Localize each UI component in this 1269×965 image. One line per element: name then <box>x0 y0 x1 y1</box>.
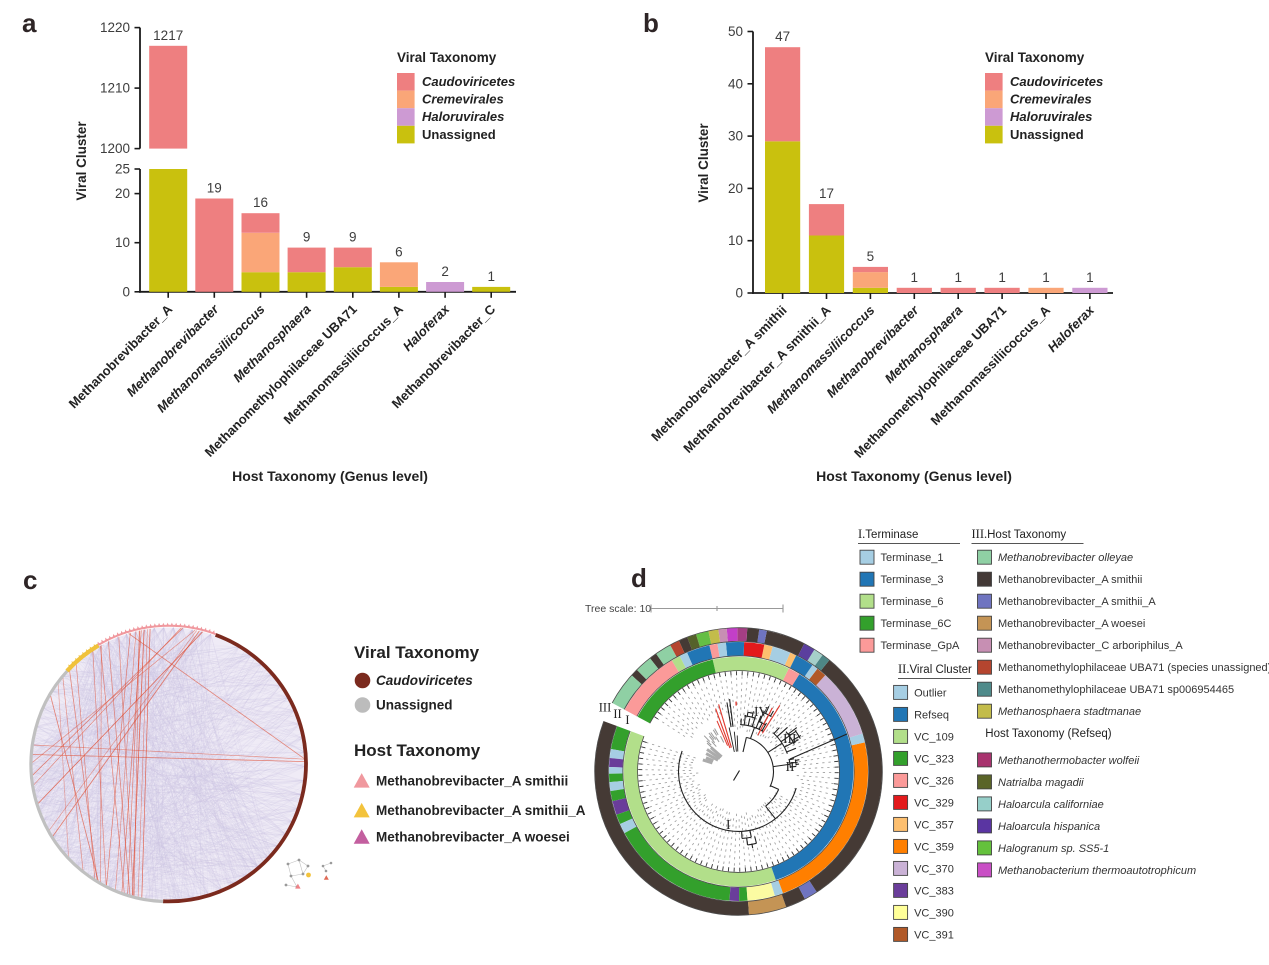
svg-text:VC_326: VC_326 <box>914 775 954 787</box>
svg-text:Host Taxonomy (Refseq): Host Taxonomy (Refseq) <box>985 728 1112 740</box>
svg-text:30: 30 <box>728 129 743 144</box>
svg-text:19: 19 <box>207 181 222 196</box>
svg-text:II: II <box>613 707 621 721</box>
svg-text:Methanobrevibacter_A woesei: Methanobrevibacter_A woesei <box>376 829 570 844</box>
svg-text:c: c <box>23 565 37 595</box>
svg-text:Terminase_6: Terminase_6 <box>881 596 944 608</box>
svg-text:III: III <box>783 731 797 746</box>
svg-text:1220: 1220 <box>100 20 130 35</box>
svg-text:25: 25 <box>115 162 130 177</box>
svg-text:Unassigned: Unassigned <box>1010 127 1084 142</box>
svg-text:VC_323: VC_323 <box>914 753 954 765</box>
svg-text:17: 17 <box>819 186 834 201</box>
svg-text:Unassigned: Unassigned <box>422 127 496 142</box>
svg-text:IV: IV <box>754 704 768 719</box>
svg-text:Methanobrevibacter olleyae: Methanobrevibacter olleyae <box>998 552 1133 564</box>
svg-text:50: 50 <box>728 24 743 39</box>
svg-text:Viral Cluster: Viral Cluster <box>74 121 89 201</box>
svg-text:I.Terminase: I.Terminase <box>858 527 918 541</box>
svg-text:20: 20 <box>115 186 130 201</box>
svg-text:II: II <box>786 759 795 774</box>
svg-text:Viral Taxonomy: Viral Taxonomy <box>397 50 497 65</box>
svg-text:Methanobrevibacter_A smithii: Methanobrevibacter_A smithii <box>376 773 568 788</box>
svg-text:Methanobrevibacter_A woesei: Methanobrevibacter_A woesei <box>998 618 1145 630</box>
svg-text:VC_370: VC_370 <box>914 863 954 875</box>
svg-text:Haloarcula californiae: Haloarcula californiae <box>998 799 1104 811</box>
svg-text:VC_357: VC_357 <box>914 819 954 831</box>
svg-text:VC_359: VC_359 <box>914 841 954 853</box>
svg-text:Caudoviricetes: Caudoviricetes <box>1010 74 1103 89</box>
svg-text:Viral Cluster: Viral Cluster <box>696 123 711 203</box>
svg-text:Haloruvirales: Haloruvirales <box>1010 109 1092 124</box>
svg-text:1: 1 <box>998 270 1006 285</box>
svg-text:I: I <box>625 713 629 727</box>
svg-text:Cremevirales: Cremevirales <box>1010 92 1092 107</box>
svg-text:Methanosphaera stadtmanae: Methanosphaera stadtmanae <box>998 706 1141 718</box>
svg-text:Outlier: Outlier <box>914 687 947 699</box>
svg-text:Host Taxonomy: Host Taxonomy <box>354 741 481 760</box>
svg-text:Natrialba magadii: Natrialba magadii <box>998 777 1084 789</box>
svg-text:Viral Taxonomy: Viral Taxonomy <box>985 50 1085 65</box>
svg-text:Terminase_GpA: Terminase_GpA <box>881 640 961 652</box>
svg-text:1217: 1217 <box>153 28 183 43</box>
svg-text:VC_329: VC_329 <box>914 797 954 809</box>
svg-text:1: 1 <box>954 270 962 285</box>
svg-text:I: I <box>726 817 731 832</box>
svg-text:b: b <box>643 8 659 38</box>
svg-text:II.Viral Cluster: II.Viral Cluster <box>898 662 972 676</box>
svg-text:0: 0 <box>735 286 743 301</box>
svg-text:Cremevirales: Cremevirales <box>422 92 504 107</box>
svg-text:Haloruvirales: Haloruvirales <box>422 109 504 124</box>
svg-text:1200: 1200 <box>100 141 130 156</box>
svg-text:5: 5 <box>867 249 875 264</box>
svg-text:Methanobrevibacter_A smithii_A: Methanobrevibacter_A smithii_A <box>376 803 586 818</box>
svg-text:Terminase_1: Terminase_1 <box>881 552 944 564</box>
svg-text:1: 1 <box>1086 270 1094 285</box>
svg-text:Methanobacterium thermoautotro: Methanobacterium thermoautotrophicum <box>998 865 1196 877</box>
svg-text:6: 6 <box>395 244 403 259</box>
svg-text:Viral Taxonomy: Viral Taxonomy <box>354 643 480 662</box>
svg-text:Methanobrevibacter_A smithii_A: Methanobrevibacter_A smithii_A <box>998 596 1156 608</box>
svg-text:Caudoviricetes: Caudoviricetes <box>376 673 473 688</box>
svg-text:9: 9 <box>349 230 357 245</box>
svg-text:Unassigned: Unassigned <box>376 698 453 713</box>
svg-text:1: 1 <box>487 269 495 284</box>
svg-text:Methanomethylophilaceae UBA71: Methanomethylophilaceae UBA71 sp00695446… <box>998 684 1234 696</box>
svg-text:40: 40 <box>728 76 743 91</box>
svg-text:0: 0 <box>122 284 130 299</box>
svg-text:d: d <box>631 563 647 593</box>
svg-text:2: 2 <box>441 264 449 279</box>
svg-text:a: a <box>22 8 37 38</box>
svg-text:Host Taxonomy (Genus level): Host Taxonomy (Genus level) <box>232 468 428 484</box>
svg-text:Halogranum sp. SS5-1: Halogranum sp. SS5-1 <box>998 843 1109 855</box>
svg-text:VC_390: VC_390 <box>914 907 954 919</box>
svg-text:III: III <box>599 701 612 715</box>
svg-text:Refseq: Refseq <box>914 709 949 721</box>
svg-text:47: 47 <box>775 29 790 44</box>
svg-text:20: 20 <box>728 181 743 196</box>
svg-text:Host Taxonomy (Genus level): Host Taxonomy (Genus level) <box>816 468 1012 484</box>
svg-text:Terminase_6C: Terminase_6C <box>881 618 952 630</box>
svg-text:VC_383: VC_383 <box>914 885 954 897</box>
svg-text:1: 1 <box>1042 270 1050 285</box>
svg-text:1: 1 <box>911 270 919 285</box>
svg-text:9: 9 <box>303 230 311 245</box>
svg-text:16: 16 <box>253 195 268 210</box>
svg-text:10: 10 <box>115 235 130 250</box>
svg-text:VC_391: VC_391 <box>914 929 954 941</box>
svg-text:Methanobrevibacter_A smithii: Methanobrevibacter_A smithii <box>998 574 1142 586</box>
svg-text:III.Host Taxonomy: III.Host Taxonomy <box>972 527 1067 541</box>
svg-text:Methanothermobacter wolfeii: Methanothermobacter wolfeii <box>998 755 1140 767</box>
svg-text:Haloarcula hispanica: Haloarcula hispanica <box>998 821 1100 833</box>
svg-text:VC_109: VC_109 <box>914 731 954 743</box>
svg-text:Methanomethylophilaceae UBA71: Methanomethylophilaceae UBA71 (species u… <box>998 662 1269 674</box>
svg-text:Methanobrevibacter_C arboriphi: Methanobrevibacter_C arboriphilus_A <box>998 640 1183 652</box>
svg-text:1210: 1210 <box>100 81 130 96</box>
svg-text:10: 10 <box>728 233 743 248</box>
svg-text:Tree scale: 10: Tree scale: 10 <box>585 603 651 615</box>
svg-text:Caudoviricetes: Caudoviricetes <box>422 74 515 89</box>
svg-text:Terminase_3: Terminase_3 <box>881 574 944 586</box>
